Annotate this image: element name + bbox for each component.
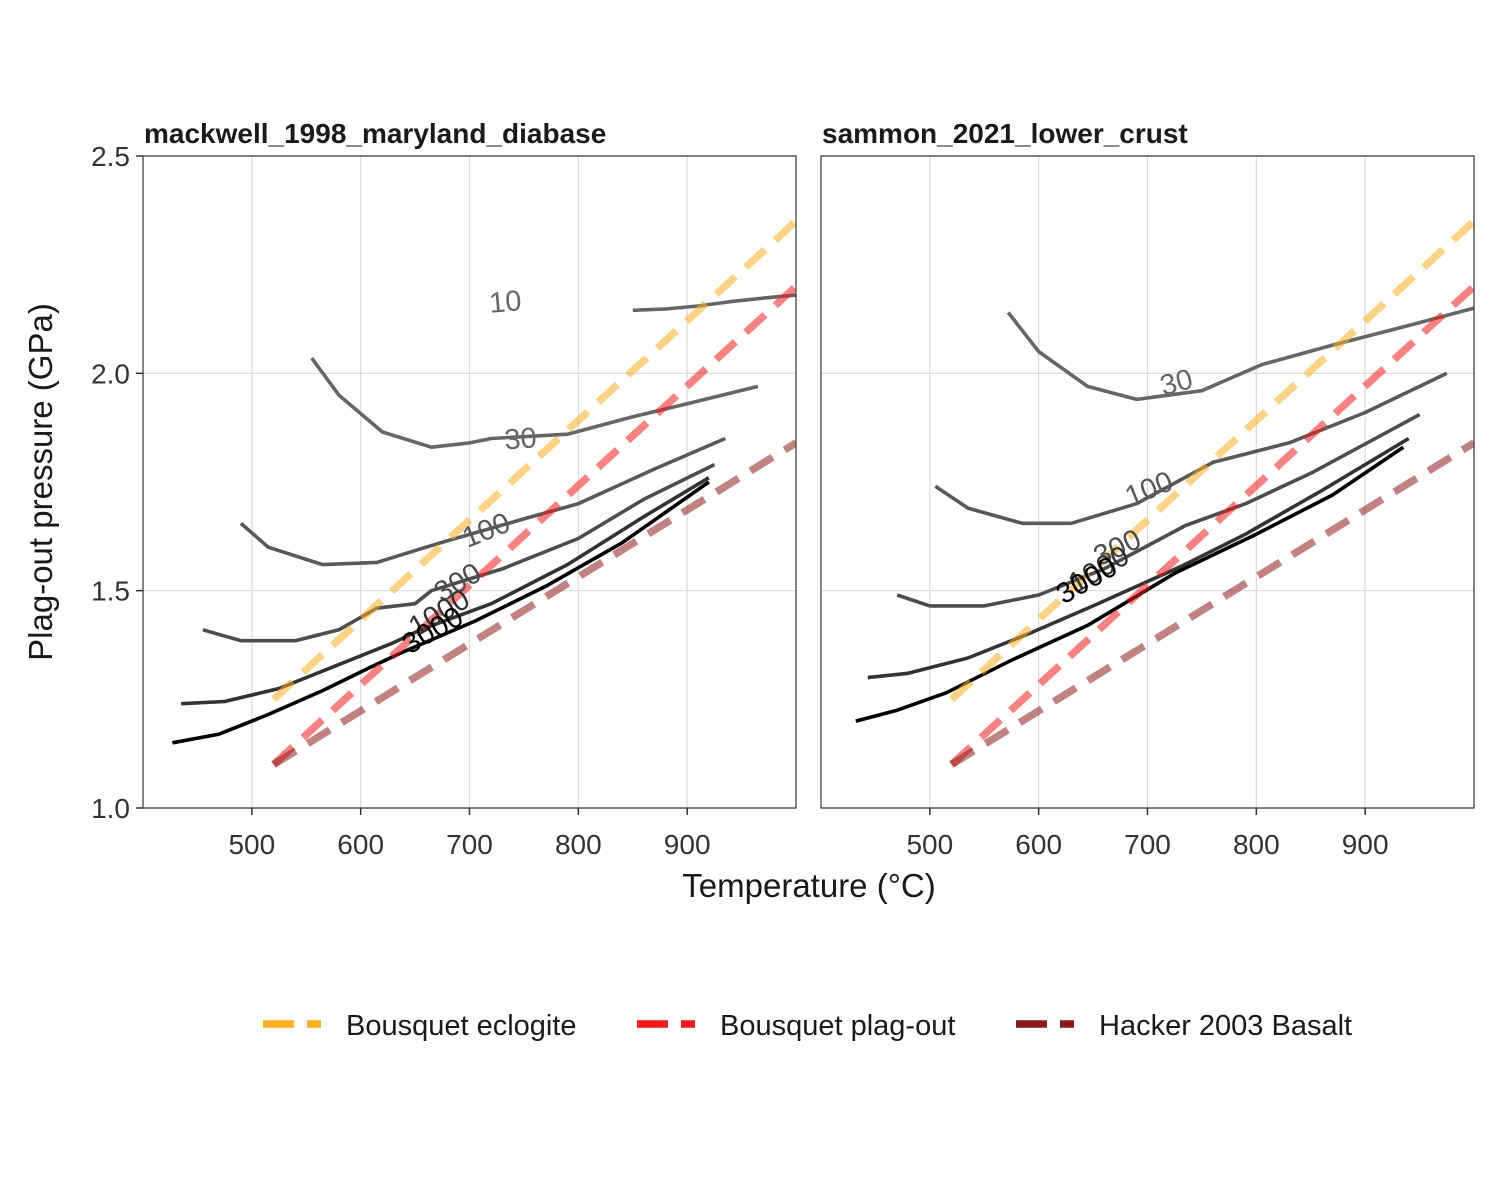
- x-tick-label: 900: [664, 829, 711, 860]
- reference-line-hacker-2003-basalt: [949, 439, 1474, 768]
- reference-line-hacker-2003-basalt: [271, 439, 796, 768]
- contour-line-100: [239, 436, 727, 567]
- contour-line-300: [202, 462, 716, 643]
- legend: Bousquet eclogite Bousquet plag-out Hacker…: [263, 1010, 1352, 1042]
- x-tick-label: 800: [1233, 829, 1280, 860]
- contour-label-30: 30: [503, 422, 537, 456]
- x-tick-label: 700: [1124, 829, 1171, 860]
- legend-label: Bousquet plag-out: [720, 1010, 955, 1042]
- contour-line-10: [632, 293, 796, 313]
- x-tick-label: 900: [1342, 829, 1389, 860]
- panel-2: 3010030010003000sammon_2021_lower_crust5…: [820, 118, 1475, 860]
- contour-line-3000: [855, 445, 1405, 723]
- legend-item-hacker-2003-basalt: Hacker 2003 Basalt: [1016, 1010, 1352, 1042]
- legend-item-bousquet-eclogite: Bousquet eclogite: [263, 1010, 577, 1042]
- y-tick-label: 2.0: [91, 358, 130, 389]
- legend-label: Hacker 2003 Basalt: [1099, 1010, 1352, 1042]
- contour-line-3000: [172, 480, 710, 745]
- x-tick-label: 600: [1015, 829, 1062, 860]
- contour-line-300: [896, 413, 1421, 608]
- contour-line-1000: [867, 436, 1410, 680]
- facet-panels: 103010030010003000mackwell_1998_maryland…: [91, 118, 1475, 860]
- legend-label: Bousquet eclogite: [346, 1010, 577, 1042]
- y-tick-label: 2.5: [91, 141, 130, 172]
- x-tick-label: 700: [446, 829, 493, 860]
- x-tick-label: 500: [228, 829, 275, 860]
- facet-title: mackwell_1998_maryland_diabase: [144, 118, 606, 149]
- facet-title: sammon_2021_lower_crust: [822, 118, 1188, 149]
- panel-1: 103010030010003000mackwell_1998_maryland…: [91, 118, 797, 860]
- contour-line-1000: [181, 476, 710, 706]
- x-tick-label: 500: [906, 829, 953, 860]
- contour-line-30: [1006, 306, 1474, 402]
- x-tick-label: 800: [555, 829, 602, 860]
- contour-line-100: [934, 371, 1448, 526]
- y-tick-label: 1.5: [91, 576, 130, 607]
- x-tick-label: 600: [337, 829, 384, 860]
- legend-item-bousquet-plag-out: Bousquet plag-out: [637, 1010, 955, 1042]
- y-axis-title: Plag-out pressure (GPa): [22, 303, 59, 661]
- contour-label-10: 10: [488, 285, 523, 320]
- y-tick-label: 1.0: [91, 793, 130, 824]
- x-axis-title: Temperature (°C): [682, 867, 935, 904]
